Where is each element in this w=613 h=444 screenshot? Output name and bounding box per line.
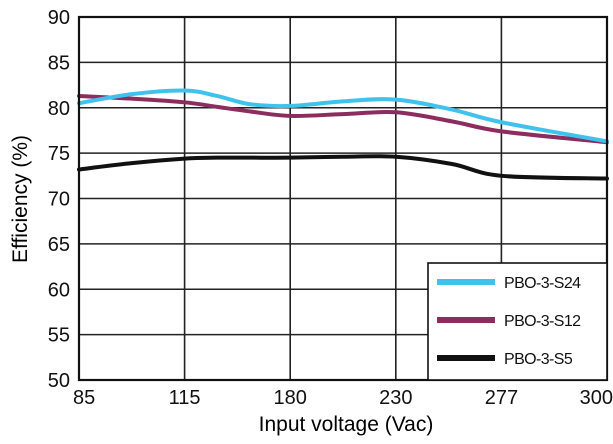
series-line-pbo-3-s5 [79, 156, 607, 178]
x-tick-label: 115 [169, 387, 201, 409]
x-tick-label: 277 [485, 387, 518, 409]
legend-label-pbo-3-s12: PBO-3-S12 [504, 313, 581, 330]
x-tick-label: 230 [379, 387, 412, 409]
x-tick-label: 85 [73, 387, 95, 409]
y-axis-label: Efficiency (%) [9, 135, 32, 263]
y-tick-label: 85 [48, 52, 70, 74]
y-tick-label: 75 [48, 143, 70, 165]
legend-label-pbo-3-s24: PBO-3-S24 [504, 275, 581, 292]
y-tick-label: 90 [48, 7, 70, 29]
y-tick-label: 65 [48, 234, 70, 256]
x-axis-label: Input voltage (Vac) [259, 413, 434, 436]
x-tick-label: 180 [274, 387, 307, 409]
legend: PBO-3-S24 PBO-3-S12 PBO-3-S5 [428, 263, 607, 380]
legend-label-pbo-3-s5: PBO-3-S5 [504, 351, 573, 368]
x-tick-label: 300 [580, 387, 613, 409]
y-tick-label: 70 [48, 189, 70, 211]
y-tick-label: 80 [48, 98, 70, 120]
y-tick-label: 50 [48, 370, 70, 392]
y-tick-label: 60 [48, 279, 70, 301]
y-tick-label: 55 [48, 325, 70, 347]
series-layer [79, 90, 607, 178]
